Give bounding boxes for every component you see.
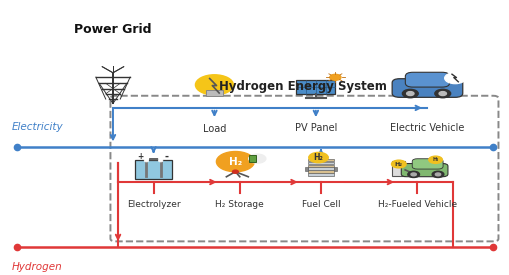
Circle shape bbox=[248, 154, 265, 163]
FancyBboxPatch shape bbox=[149, 158, 158, 161]
Circle shape bbox=[406, 92, 413, 95]
FancyBboxPatch shape bbox=[334, 167, 336, 171]
FancyBboxPatch shape bbox=[135, 161, 172, 179]
Circle shape bbox=[431, 171, 443, 177]
Text: Electrolyzer: Electrolyzer bbox=[127, 200, 180, 208]
Text: Electricity: Electricity bbox=[12, 122, 63, 132]
Text: H₂ Storage: H₂ Storage bbox=[215, 200, 264, 208]
Circle shape bbox=[410, 173, 415, 176]
Circle shape bbox=[402, 89, 417, 98]
Circle shape bbox=[435, 173, 440, 176]
Circle shape bbox=[391, 160, 405, 168]
FancyBboxPatch shape bbox=[307, 167, 334, 170]
Circle shape bbox=[195, 75, 233, 95]
Text: Hydrogen: Hydrogen bbox=[12, 262, 62, 272]
FancyBboxPatch shape bbox=[307, 164, 334, 167]
Circle shape bbox=[232, 170, 238, 173]
Text: H₂: H₂ bbox=[313, 153, 323, 162]
Circle shape bbox=[438, 92, 445, 95]
FancyBboxPatch shape bbox=[307, 159, 334, 161]
Text: H₂-Fueled Vehicle: H₂-Fueled Vehicle bbox=[377, 200, 456, 208]
Circle shape bbox=[158, 160, 162, 162]
FancyBboxPatch shape bbox=[405, 72, 449, 87]
Circle shape bbox=[216, 152, 254, 172]
FancyBboxPatch shape bbox=[206, 90, 222, 96]
FancyBboxPatch shape bbox=[304, 167, 307, 171]
FancyBboxPatch shape bbox=[307, 162, 334, 164]
FancyBboxPatch shape bbox=[391, 79, 462, 97]
Text: Electric Vehicle: Electric Vehicle bbox=[389, 123, 464, 133]
Text: Load: Load bbox=[203, 124, 225, 134]
FancyBboxPatch shape bbox=[296, 80, 335, 94]
Circle shape bbox=[428, 156, 441, 163]
Circle shape bbox=[308, 152, 328, 163]
Text: H₂: H₂ bbox=[229, 157, 242, 167]
Text: +: + bbox=[137, 152, 144, 161]
Circle shape bbox=[407, 171, 419, 177]
Circle shape bbox=[329, 74, 341, 80]
FancyBboxPatch shape bbox=[307, 173, 334, 176]
FancyBboxPatch shape bbox=[392, 161, 404, 176]
Text: Fuel Cell: Fuel Cell bbox=[301, 200, 340, 208]
Circle shape bbox=[434, 89, 450, 98]
Circle shape bbox=[444, 73, 465, 84]
FancyBboxPatch shape bbox=[307, 170, 334, 173]
Circle shape bbox=[144, 160, 149, 162]
FancyBboxPatch shape bbox=[248, 155, 256, 162]
Text: H₂: H₂ bbox=[432, 157, 438, 162]
FancyBboxPatch shape bbox=[411, 159, 442, 169]
Circle shape bbox=[158, 158, 162, 160]
Text: Hydrogen Energy System: Hydrogen Energy System bbox=[219, 79, 386, 92]
Text: H₂: H₂ bbox=[394, 161, 402, 167]
Text: Power Grid: Power Grid bbox=[74, 23, 152, 37]
Text: PV Panel: PV Panel bbox=[294, 123, 336, 133]
FancyBboxPatch shape bbox=[401, 164, 447, 177]
Text: -: - bbox=[164, 152, 168, 162]
Circle shape bbox=[144, 158, 149, 160]
